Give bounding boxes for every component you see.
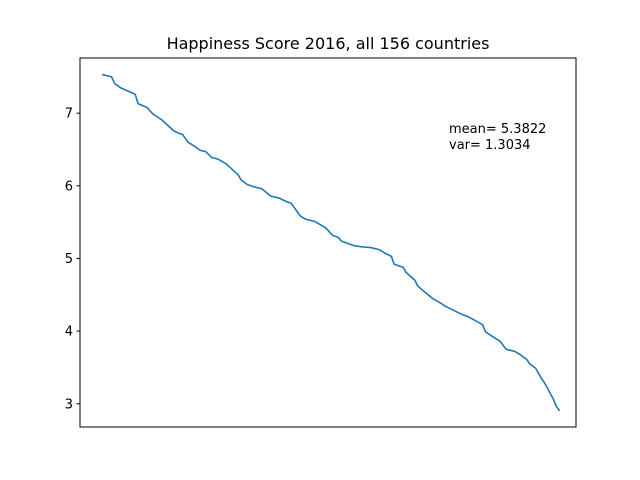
plot-area xyxy=(80,58,576,427)
chart-title: Happiness Score 2016, all 156 countries xyxy=(167,34,490,53)
plot-frame xyxy=(79,57,577,428)
mean-annotation: mean= 5.3822 xyxy=(449,122,546,137)
y-tick-label-7: 7 xyxy=(65,107,73,122)
variance-annotation: var= 1.3034 xyxy=(449,138,531,153)
series-line-0 xyxy=(101,73,561,412)
y-tick-label-5: 5 xyxy=(65,252,73,267)
y-tick-label-3: 3 xyxy=(65,397,73,412)
y-axis: 3 4 5 6 7 xyxy=(65,107,80,412)
series-layer xyxy=(101,73,561,412)
y-tick-label-4: 4 xyxy=(65,325,73,340)
y-tick-label-6: 6 xyxy=(65,179,73,194)
